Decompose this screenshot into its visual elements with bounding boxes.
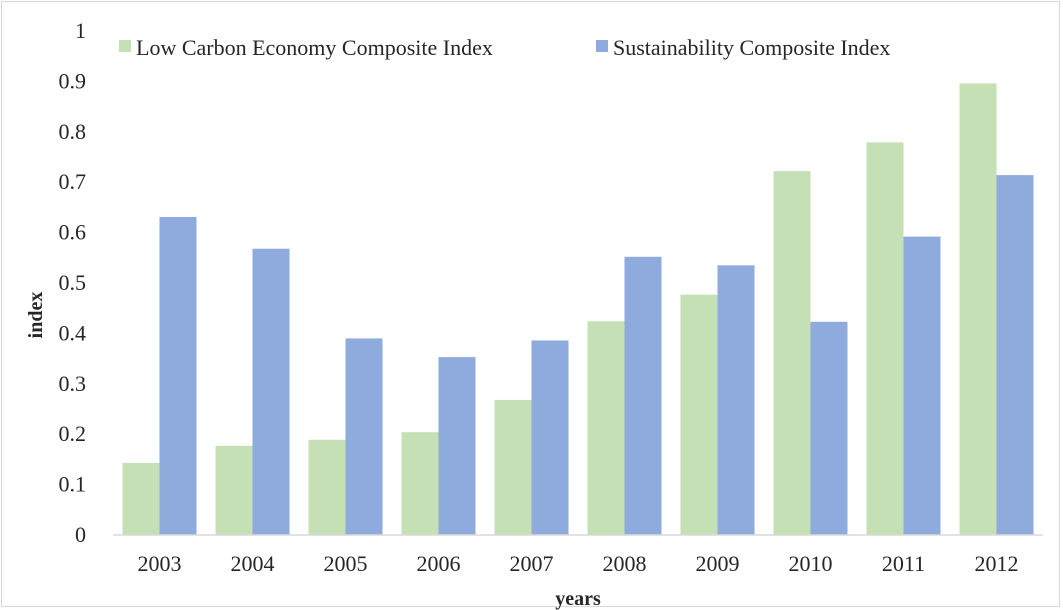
bar-sustainability-2012 xyxy=(996,175,1034,536)
x-tick-label: 2010 xyxy=(789,551,833,576)
x-tick-label: 2004 xyxy=(231,551,275,576)
bar-sustainability-2011 xyxy=(903,236,941,535)
bar-sustainability-2004 xyxy=(252,248,290,535)
y-tick-label: 0.2 xyxy=(59,421,87,446)
bar-low-carbon-2004 xyxy=(215,445,253,535)
bar-low-carbon-2010 xyxy=(773,171,811,535)
legend: Low Carbon Economy Composite Index Susta… xyxy=(119,35,890,60)
bar-low-carbon-2007 xyxy=(494,399,532,535)
x-tick-label: 2005 xyxy=(324,551,368,576)
y-axis-title: index xyxy=(25,292,47,339)
y-tick-label: 0 xyxy=(75,522,86,547)
bar-sustainability-2005 xyxy=(345,338,383,535)
x-tick-label: 2012 xyxy=(975,551,1019,576)
bar-sustainability-2009 xyxy=(717,265,755,535)
y-tick-label: 1 xyxy=(75,18,86,43)
y-axis-ticks: 0 0.1 0.2 0.3 0.4 0.5 0.6 0.7 0.8 0.9 1 xyxy=(59,18,87,547)
x-tick-label: 2007 xyxy=(510,551,554,576)
bar-low-carbon-2012 xyxy=(959,83,997,535)
bar-low-carbon-2003 xyxy=(122,462,160,535)
legend-swatch-low-carbon xyxy=(119,40,131,52)
x-tick-label: 2011 xyxy=(882,551,925,576)
y-tick-label: 0.9 xyxy=(59,68,87,93)
legend-label-sustainability: Sustainability Composite Index xyxy=(613,35,890,60)
bar-sustainability-2007 xyxy=(531,340,569,535)
bar-low-carbon-2005 xyxy=(308,439,346,535)
y-tick-label: 0.8 xyxy=(59,119,87,144)
bars xyxy=(122,83,1034,536)
bar-low-carbon-2006 xyxy=(401,432,439,535)
bar-sustainability-2010 xyxy=(810,321,848,535)
y-tick-label: 0.5 xyxy=(59,270,87,295)
legend-label-low-carbon: Low Carbon Economy Composite Index xyxy=(136,35,493,60)
bar-sustainability-2006 xyxy=(438,357,476,535)
x-tick-label: 2003 xyxy=(138,551,182,576)
y-tick-label: 0.7 xyxy=(59,169,87,194)
x-tick-label: 2006 xyxy=(417,551,461,576)
x-tick-label: 2008 xyxy=(603,551,647,576)
y-tick-label: 0.6 xyxy=(59,220,87,245)
bar-low-carbon-2008 xyxy=(587,321,625,535)
legend-swatch-sustainability xyxy=(596,40,608,52)
y-tick-label: 0.1 xyxy=(59,472,87,497)
bar-low-carbon-2009 xyxy=(680,294,718,535)
x-tick-label: 2009 xyxy=(696,551,740,576)
x-axis-ticks: 2003 2004 2005 2006 2007 2008 2009 2010 2011 2012 xyxy=(138,551,1019,576)
y-tick-label: 0.4 xyxy=(59,320,87,345)
x-axis-title: years xyxy=(555,588,601,610)
bar-sustainability-2008 xyxy=(624,256,662,535)
bar-sustainability-2003 xyxy=(159,216,197,535)
y-tick-label: 0.3 xyxy=(59,371,87,396)
bar-low-carbon-2011 xyxy=(866,142,904,535)
